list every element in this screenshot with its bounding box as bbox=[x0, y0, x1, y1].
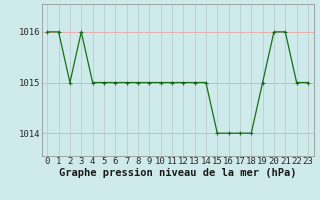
X-axis label: Graphe pression niveau de la mer (hPa): Graphe pression niveau de la mer (hPa) bbox=[59, 168, 296, 178]
